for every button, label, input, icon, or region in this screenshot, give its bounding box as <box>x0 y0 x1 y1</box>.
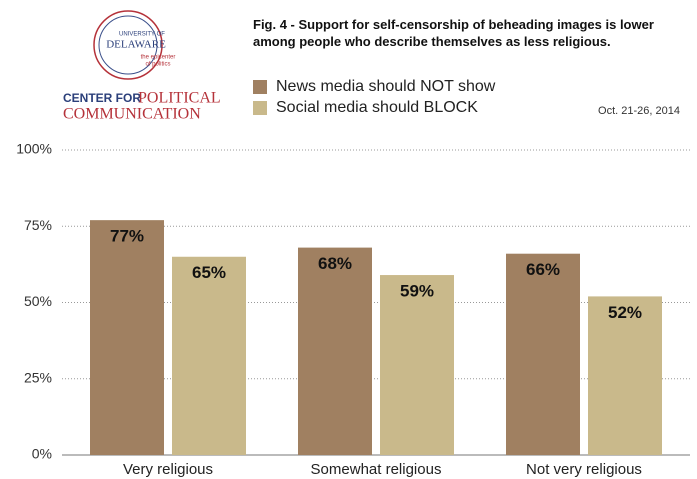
logo-center: COMMUNICATION <box>63 106 201 123</box>
value-label: 65% <box>192 263 226 282</box>
value-label: 68% <box>318 254 352 273</box>
bar <box>90 220 164 455</box>
logo-ring <box>93 10 163 80</box>
logo-tagline: the epicenter <box>141 55 176 61</box>
y-tick-label: 100% <box>16 141 52 157</box>
logo-tagline: of politics <box>145 62 170 68</box>
value-label: 52% <box>608 303 642 322</box>
x-tick-label: Very religious <box>123 461 213 478</box>
legend-label: News media should NOT show <box>276 78 496 95</box>
logo-center: CENTER FOR <box>63 91 141 105</box>
logo-university: UNIVERSITY OF <box>119 32 165 38</box>
x-tick-label: Somewhat religious <box>311 461 442 478</box>
value-label: 66% <box>526 260 560 279</box>
logo: UNIVERSITY OF DELAWARE the epicenter of … <box>63 10 221 123</box>
legend-swatch <box>253 101 267 115</box>
logo-center: POLITICAL <box>138 90 221 107</box>
legend-label: Social media should BLOCK <box>276 99 478 116</box>
bar <box>380 275 454 455</box>
x-tick-label: Not very religious <box>526 461 642 478</box>
bar <box>506 253 580 455</box>
value-label: 77% <box>110 227 144 246</box>
y-tick-label: 75% <box>24 217 52 233</box>
y-tick-label: 0% <box>32 446 52 462</box>
bar <box>588 296 662 455</box>
logo-ring-inner <box>98 15 158 75</box>
chart-title: Fig. 4 - Support for self-censorship of … <box>253 17 654 49</box>
legend-swatch <box>253 80 267 94</box>
value-label: 59% <box>400 282 434 301</box>
bar <box>172 256 246 455</box>
y-tick-label: 50% <box>24 293 52 309</box>
bar <box>298 247 372 455</box>
date: Oct. 21-26, 2014 <box>598 105 680 117</box>
y-tick-label: 25% <box>24 369 52 385</box>
logo-university: DELAWARE <box>106 39 166 51</box>
